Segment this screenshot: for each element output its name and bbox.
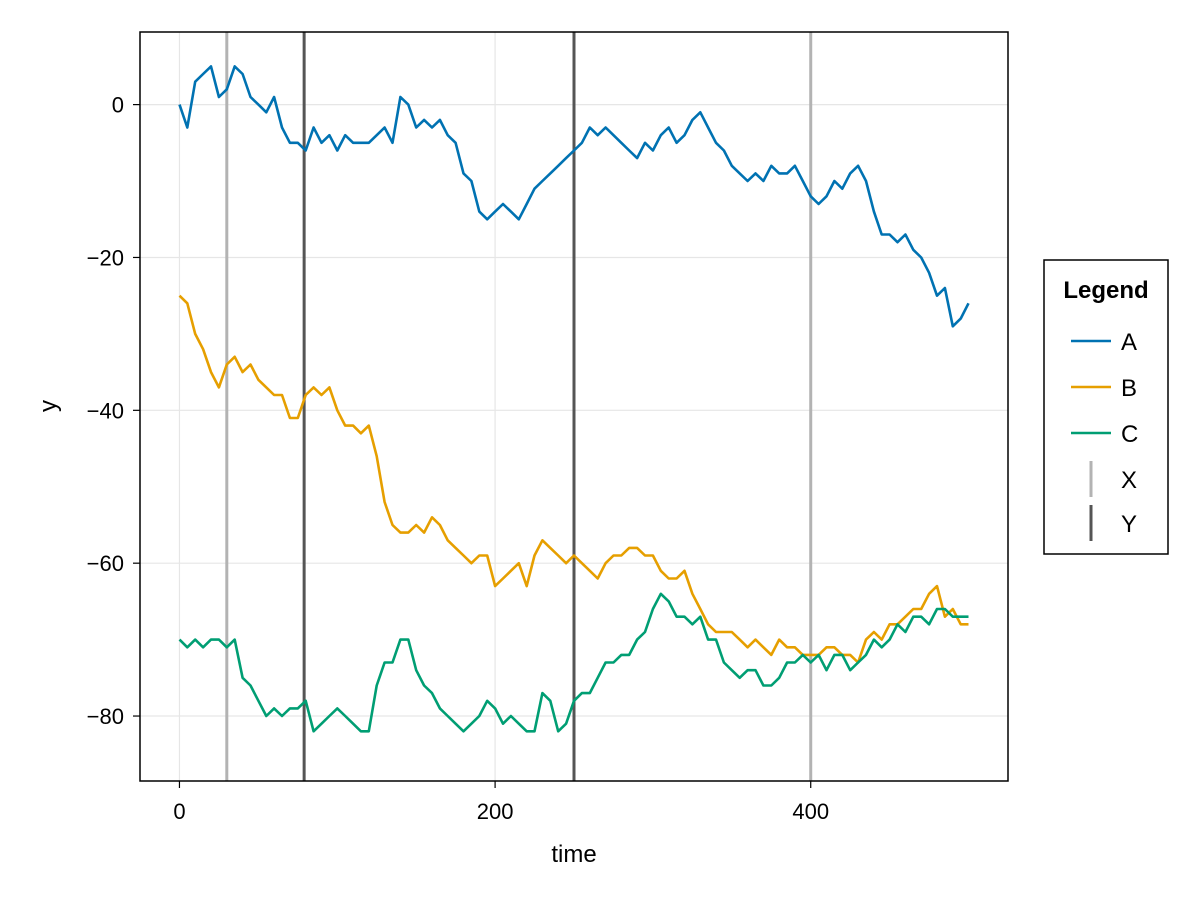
legend-title: Legend [1063,277,1148,304]
y-tick-label: −60 [87,551,124,576]
y-tick-label: −40 [87,398,124,423]
axis-ticks: 0 200 400 0 −20 −40 −60 −80 [87,93,829,824]
series-layer [178,65,970,733]
series-line-c [178,592,969,733]
legend-label-y: Y [1121,511,1137,538]
y-tick-label: −80 [87,704,124,729]
series-line-b [178,294,969,664]
series-line-a [178,65,970,328]
legend-label-b: B [1121,375,1137,402]
x-axis-title: time [551,841,596,868]
vertical-marker-lines [225,32,813,781]
y-axis-title: y [35,400,62,412]
y-tick-label: −20 [87,245,124,270]
plot-frame [139,31,1009,782]
x-tick-label: 200 [477,799,514,824]
legend-label-x: X [1121,467,1137,494]
x-tick-label: 400 [792,799,829,824]
y-tick-label: 0 [112,93,124,118]
x-tick-label: 0 [173,799,185,824]
legend-box [1043,259,1169,555]
legend-label-a: A [1121,329,1137,356]
legend-label-c: C [1121,421,1138,448]
